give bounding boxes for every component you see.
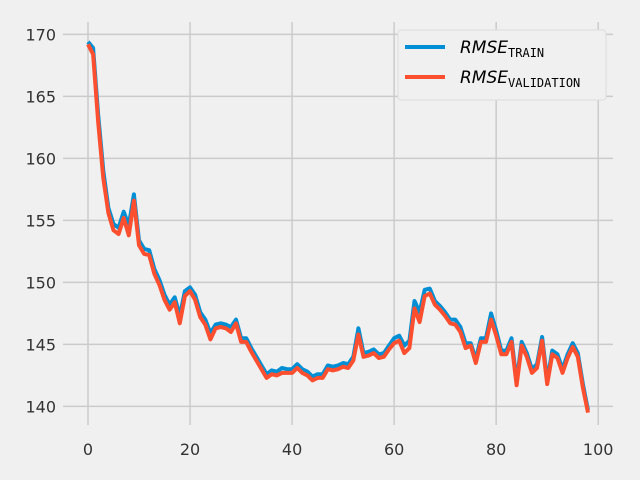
y-tick-label: 145 — [25, 335, 56, 354]
series-line-validation — [86, 43, 590, 414]
y-tick-label: 165 — [25, 87, 56, 106]
legend-label-train: RMSETRAIN — [460, 38, 544, 60]
y-tick-label: 170 — [25, 25, 56, 44]
y-tick-label: 155 — [25, 211, 56, 230]
legend-label-subscript: VALIDATION — [508, 76, 580, 90]
tick-labels: 0 20 40 60 80 100 140 145 150 155 160 165 170 — [25, 25, 613, 459]
grid — [63, 22, 613, 425]
x-tick-label: 40 — [282, 440, 302, 459]
y-tick-label: 140 — [25, 397, 56, 416]
legend-label-subscript: TRAIN — [508, 46, 544, 60]
series-line-train — [86, 40, 590, 411]
legend-label-validation: RMSEVALIDATION — [460, 68, 580, 90]
x-tick-label: 100 — [583, 440, 614, 459]
x-tick-label: 80 — [486, 440, 506, 459]
x-tick-label: 20 — [180, 440, 200, 459]
y-tick-label: 150 — [25, 273, 56, 292]
x-tick-label: 60 — [384, 440, 404, 459]
y-tick-label: 160 — [25, 149, 56, 168]
legend-label-main: RMSE — [460, 68, 508, 88]
x-tick-label: 0 — [83, 440, 93, 459]
legend-label-main: RMSE — [460, 38, 508, 58]
legend-box — [397, 29, 607, 101]
series-lines — [86, 40, 590, 414]
